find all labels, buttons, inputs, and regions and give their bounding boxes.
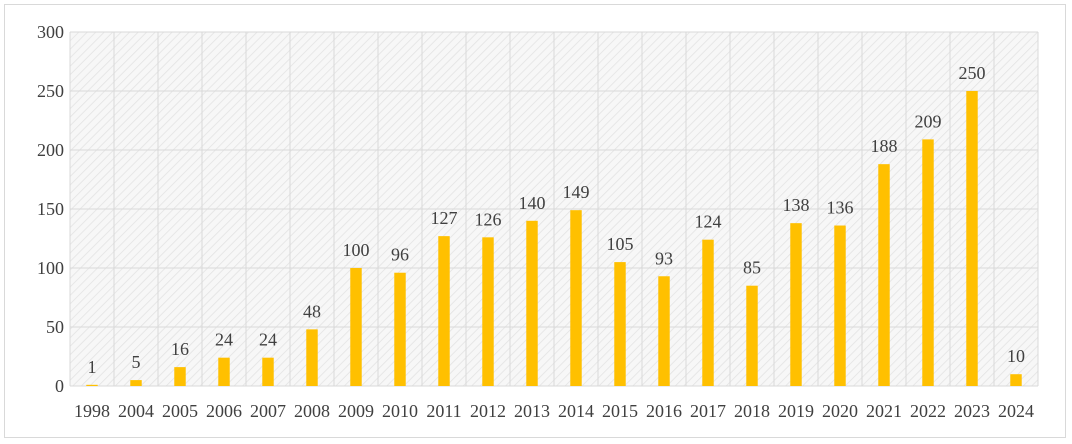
data-label: 188: [871, 136, 898, 156]
data-labels: 1 5 16 24 24 48 100 96 127 126 140 149 105 93 124 85 138…: [88, 63, 1026, 377]
bar: [966, 91, 978, 386]
bar: [86, 384, 98, 386]
x-tick-label: 2020: [822, 401, 858, 421]
bar: [570, 210, 582, 386]
y-tick-label: 250: [37, 81, 64, 101]
data-label: 24: [215, 330, 233, 350]
data-label: 24: [259, 330, 277, 350]
bar: [834, 225, 846, 386]
bar: [438, 236, 450, 386]
data-label: 140: [519, 193, 546, 213]
x-tick-label: 2012: [470, 401, 506, 421]
y-axis-tick-labels: 0 50 100 150 200 250 300: [37, 22, 64, 396]
bar: [218, 357, 230, 386]
data-label: 126: [475, 209, 502, 229]
bar: [702, 239, 714, 386]
x-tick-label: 2009: [338, 401, 374, 421]
data-label: 93: [655, 248, 673, 268]
x-tick-label: 2010: [382, 401, 418, 421]
bar: [922, 139, 934, 386]
bar: [790, 223, 802, 386]
x-tick-label: 2004: [118, 401, 154, 421]
bar: [1010, 374, 1022, 386]
bar: [262, 357, 274, 386]
gridlines: [69, 31, 1039, 387]
x-tick-label: 2015: [602, 401, 638, 421]
data-label: 10: [1007, 346, 1025, 366]
data-label: 149: [563, 182, 590, 202]
x-tick-label: 1998: [74, 401, 110, 421]
y-tick-label: 200: [37, 140, 64, 160]
bar: [614, 262, 626, 386]
x-tick-label: 2011: [426, 401, 461, 421]
y-tick-label: 100: [37, 258, 64, 278]
data-label: 5: [132, 352, 141, 372]
bar: [878, 164, 890, 386]
data-label: 96: [391, 245, 409, 265]
x-tick-label: 2013: [514, 401, 550, 421]
y-tick-label: 0: [55, 376, 64, 396]
bar: [526, 220, 538, 386]
bar: [394, 272, 406, 386]
x-tick-label: 2017: [690, 401, 726, 421]
bar: [746, 285, 758, 386]
x-tick-label: 2014: [558, 401, 594, 421]
data-label: 1: [88, 357, 97, 377]
x-tick-label: 2018: [734, 401, 770, 421]
x-tick-label: 2024: [998, 401, 1034, 421]
data-label: 124: [695, 212, 722, 232]
x-axis-tick-labels: 1998 2004 2005 2006 2007 2008 2009 2010 2011 2012…: [74, 401, 1034, 421]
data-label: 127: [431, 208, 458, 228]
x-tick-label: 2006: [206, 401, 242, 421]
x-tick-label: 2023: [954, 401, 990, 421]
y-tick-label: 300: [37, 22, 64, 42]
data-label: 48: [303, 301, 321, 321]
data-label: 138: [783, 195, 810, 215]
bar: [174, 367, 186, 386]
y-tick-label: 150: [37, 199, 64, 219]
bar: [482, 237, 494, 386]
x-tick-label: 2022: [910, 401, 946, 421]
data-label: 105: [607, 234, 634, 254]
data-label: 209: [915, 111, 942, 131]
bars: [86, 91, 1022, 386]
bar: [658, 276, 670, 386]
data-label: 100: [343, 240, 370, 260]
data-label: 136: [827, 198, 854, 218]
y-tick-label: 50: [46, 317, 64, 337]
x-tick-label: 2007: [250, 401, 286, 421]
data-label: 85: [743, 258, 761, 278]
data-label: 16: [171, 339, 189, 359]
bar: [350, 268, 362, 386]
x-tick-label: 2019: [778, 401, 814, 421]
x-tick-label: 2005: [162, 401, 198, 421]
x-tick-label: 2016: [646, 401, 682, 421]
data-label: 250: [959, 63, 986, 83]
bar: [306, 329, 318, 386]
bar: [130, 380, 142, 386]
x-tick-label: 2021: [866, 401, 902, 421]
x-tick-label: 2008: [294, 401, 330, 421]
